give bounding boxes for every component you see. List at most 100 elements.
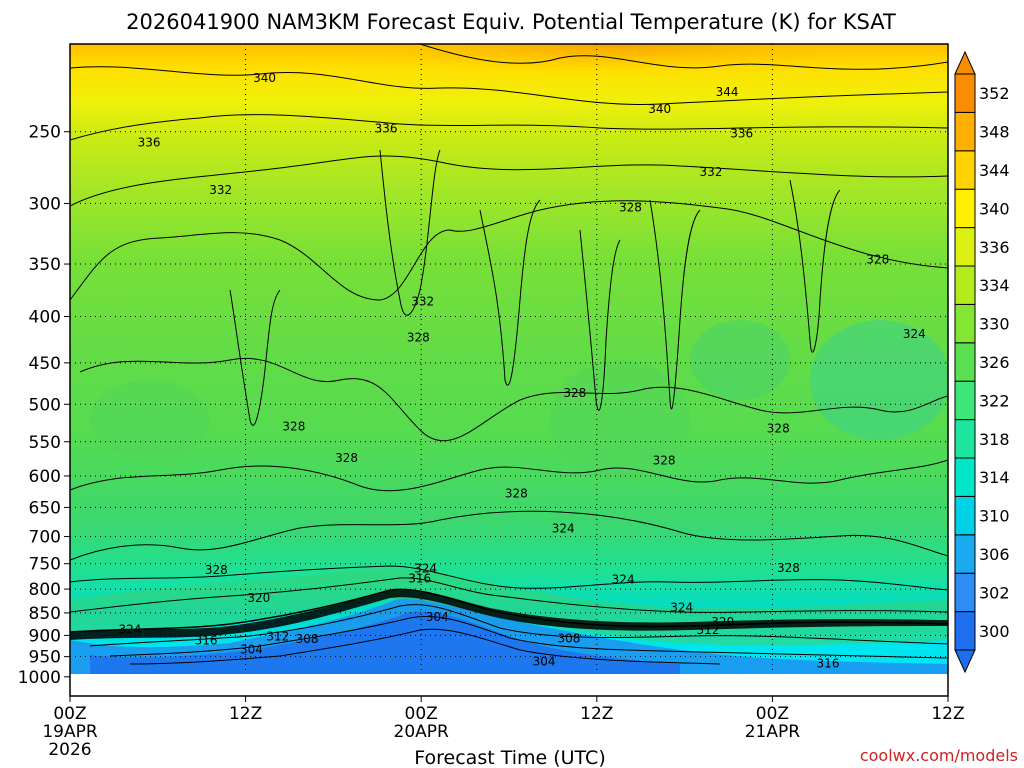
contour-label: 304 xyxy=(426,610,449,624)
colorbar-tick-label: 334 xyxy=(979,276,1010,295)
contour-label: 304 xyxy=(240,643,263,657)
colorbar-tick-label: 306 xyxy=(979,545,1010,564)
contour-label: 328 xyxy=(866,253,889,267)
x-axis-label: Forecast Time (UTC) xyxy=(414,747,605,768)
contour-label: 328 xyxy=(563,386,586,400)
contour-label: 328 xyxy=(335,451,358,465)
colorbar-swatch xyxy=(954,419,976,459)
y-tick-label: 250 xyxy=(29,123,61,143)
colorbar: 300 302 306 310 314 318 322 326 330 334 336 340 344 3… xyxy=(954,50,1010,674)
contour-label: 340 xyxy=(648,102,671,116)
dry-pocket xyxy=(550,360,690,480)
contour-332-plume xyxy=(379,149,441,316)
contour-332 xyxy=(70,155,948,207)
contour-312 xyxy=(89,604,948,647)
contour-label: 336 xyxy=(375,122,398,136)
colorbar-swatch xyxy=(954,111,976,152)
contour-328-mid xyxy=(79,357,948,442)
y-axis: 2503003504004505005506006507007508008509… xyxy=(18,123,70,688)
contour-label: 328 xyxy=(653,454,676,468)
contour-label: 316 xyxy=(817,657,840,671)
contour-label: 320 xyxy=(711,615,734,629)
x-tick-label: 12Z xyxy=(931,704,964,724)
colorbar-swatch xyxy=(954,188,976,229)
front-band xyxy=(70,589,948,640)
colorbar-tick-label: 302 xyxy=(979,583,1010,602)
colorbar-swatch xyxy=(954,534,976,574)
y-tick-label: 750 xyxy=(29,555,61,575)
contour-label: 304 xyxy=(533,655,556,669)
colorbar-tick-label: 336 xyxy=(979,238,1010,257)
contour-label: 316 xyxy=(408,572,431,586)
colorbar-swatch xyxy=(954,265,976,305)
y-tick-label: 400 xyxy=(29,308,61,328)
contour-lines xyxy=(70,44,948,665)
y-tick-label: 500 xyxy=(29,395,61,415)
below-ground xyxy=(70,674,948,696)
colorbar-swatch xyxy=(954,572,976,613)
x-tick-label: 12Z xyxy=(229,704,262,724)
colorbar-swatch xyxy=(954,150,976,190)
colorbar-swatch xyxy=(954,611,976,651)
contour-308 xyxy=(109,615,948,659)
colorbar-tick-label: 318 xyxy=(979,430,1010,449)
y-tick-label: 850 xyxy=(29,604,61,624)
contour-label: 320 xyxy=(247,591,270,605)
x-tick-label: 12Z xyxy=(580,704,613,724)
contour-label: 316 xyxy=(195,634,218,648)
colorbar-swatch xyxy=(954,73,976,113)
contour-328-low xyxy=(70,459,948,492)
cold-core xyxy=(90,611,680,674)
contour-label: 328 xyxy=(407,331,430,345)
colorbar-arrow-top xyxy=(954,50,976,75)
y-tick-label: 1000 xyxy=(18,668,61,688)
colorbar-swatch xyxy=(954,227,976,267)
y-tick-label: 450 xyxy=(29,354,61,374)
colorbar-swatch xyxy=(954,495,976,536)
colorbar-tick-label: 310 xyxy=(979,507,1010,526)
y-tick-label: 300 xyxy=(29,194,61,214)
colorbar-tick-label: 344 xyxy=(979,161,1010,180)
contour-label: 312 xyxy=(266,629,289,643)
x-tick-label: 00Z xyxy=(405,704,438,724)
contour-label: 328 xyxy=(205,563,228,577)
contour-label: 336 xyxy=(138,136,161,150)
contour-label: 336 xyxy=(730,126,753,140)
colorbar-tick-label: 314 xyxy=(979,468,1010,487)
contour-label: 308 xyxy=(296,632,319,646)
contour-label: 332 xyxy=(699,165,722,179)
colorbar-tick-label: 340 xyxy=(979,199,1010,218)
y-tick-label: 350 xyxy=(29,255,61,275)
contour-324 xyxy=(70,510,948,561)
colorbar-arrow-bottom xyxy=(954,649,976,674)
x-tick-label: 00Z xyxy=(53,704,86,724)
dry-pocket xyxy=(90,380,210,460)
contour-label: 328 xyxy=(619,200,642,214)
x-tick-label: 00Z xyxy=(756,704,789,724)
contour-label: 344 xyxy=(716,85,739,99)
y-tick-label: 800 xyxy=(29,580,61,600)
gridlines xyxy=(70,44,948,674)
y-tick-label: 650 xyxy=(29,498,61,518)
contour-label: 328 xyxy=(767,422,790,436)
colorbar-tick-label: 326 xyxy=(979,353,1010,372)
colorbar-tick-label: 300 xyxy=(979,622,1010,641)
contour-label: 324 xyxy=(903,327,926,341)
contour-label: 324 xyxy=(414,561,437,575)
colorbar-swatch xyxy=(954,303,976,344)
contour-label: 332 xyxy=(411,295,434,309)
contour-label: 328 xyxy=(282,419,305,433)
contour-label: 332 xyxy=(209,183,232,197)
contour-328-streak-1 xyxy=(479,199,541,386)
y-tick-label: 600 xyxy=(29,467,61,487)
contour-328-streak-3 xyxy=(789,179,841,353)
contour-label: 340 xyxy=(253,71,276,85)
colorbar-tick-label: 322 xyxy=(979,391,1010,410)
contour-336 xyxy=(70,114,948,141)
contour-label: 328 xyxy=(505,486,528,500)
y-tick-label: 950 xyxy=(29,648,61,668)
chart-title: 2026041900 NAM3KM Forecast Equiv. Potent… xyxy=(126,10,896,34)
